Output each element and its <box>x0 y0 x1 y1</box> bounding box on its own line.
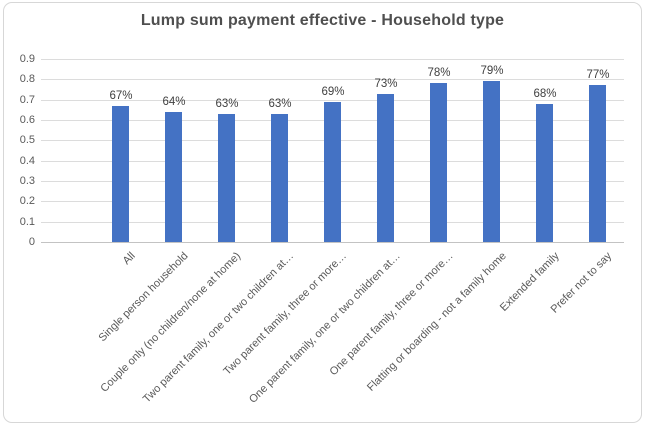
bar <box>483 81 500 242</box>
bar <box>536 104 553 242</box>
y-axis-tick-label: 0.5 <box>19 134 35 146</box>
gridline <box>41 79 624 80</box>
category-label: Single person household <box>96 250 191 345</box>
data-label: 73% <box>374 78 398 90</box>
data-label: 77% <box>586 69 610 81</box>
y-axis-tick-label: 0.4 <box>19 155 35 167</box>
bar <box>324 102 341 242</box>
data-label: 69% <box>321 86 345 98</box>
bar <box>271 114 288 242</box>
chart-frame: Lump sum payment effective - Household t… <box>3 2 642 423</box>
y-axis-tick-label: 0 <box>28 236 35 248</box>
y-axis-tick-label: 0.6 <box>19 114 35 126</box>
y-axis-tick-label: 0.1 <box>19 216 35 228</box>
data-label: 79% <box>480 65 504 77</box>
bar <box>112 106 129 242</box>
bar <box>377 94 394 242</box>
gridline <box>41 59 624 60</box>
bar <box>218 114 235 242</box>
data-label: 68% <box>533 88 557 100</box>
data-label: 64% <box>162 96 186 108</box>
bar <box>430 83 447 242</box>
data-label: 78% <box>427 67 451 79</box>
y-axis-tick-label: 0.8 <box>19 73 35 85</box>
bar <box>589 85 606 242</box>
gridline <box>41 100 624 101</box>
y-axis-tick-label: 0.2 <box>19 195 35 207</box>
category-label: All <box>120 250 138 268</box>
y-axis-tick-label: 0.3 <box>19 175 35 187</box>
chart-title: Lump sum payment effective - Household t… <box>140 12 505 29</box>
bar <box>165 112 182 242</box>
data-label: 63% <box>215 98 239 110</box>
data-label: 63% <box>268 98 292 110</box>
x-axis-line <box>41 242 624 243</box>
y-axis-tick-label: 0.9 <box>19 53 35 65</box>
y-axis-tick-label: 0.7 <box>19 94 35 106</box>
data-label: 67% <box>109 90 133 102</box>
plot-area: 0 0.1 0.2 0.3 0.4 0.5 0.6 0.7 0.8 0.9 67% All 64% Sin… <box>4 3 641 420</box>
